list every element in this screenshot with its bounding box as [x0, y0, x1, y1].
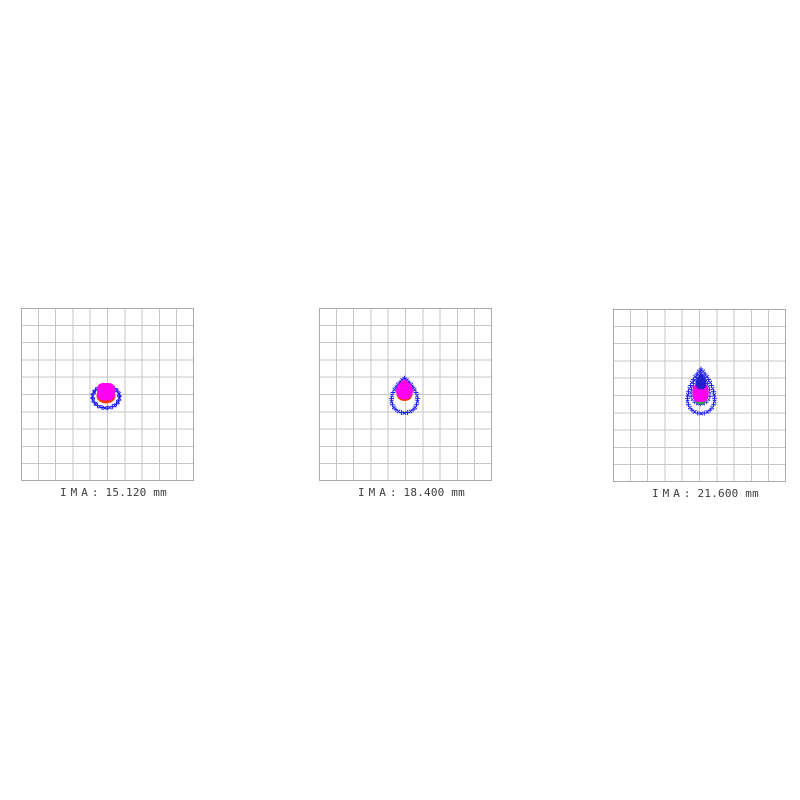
spot-grid-field-3 — [613, 309, 786, 482]
ima-label-value: 21.600 mm — [697, 487, 759, 500]
ima-label-prefix: IMA: — [358, 486, 401, 499]
ima-label-prefix: IMA: — [652, 487, 695, 500]
spot-panel-field-3: IMA: 21.600 mm — [613, 309, 786, 509]
spot-panel-field-2: IMA: 18.400 mm — [319, 308, 492, 508]
ima-label-field-1: IMA: 15.120 mm — [27, 486, 200, 499]
ima-label-value: 15.120 mm — [105, 486, 167, 499]
ima-label-value: 18.400 mm — [403, 486, 465, 499]
spot-panel-field-1: IMA: 15.120 mm — [21, 308, 194, 508]
ima-label-field-2: IMA: 18.400 mm — [325, 486, 498, 499]
spot-grid-field-1 — [21, 308, 194, 481]
ima-label-prefix: IMA: — [60, 486, 103, 499]
ima-label-field-3: IMA: 21.600 mm — [619, 487, 792, 500]
spot-grid-field-2 — [319, 308, 492, 481]
